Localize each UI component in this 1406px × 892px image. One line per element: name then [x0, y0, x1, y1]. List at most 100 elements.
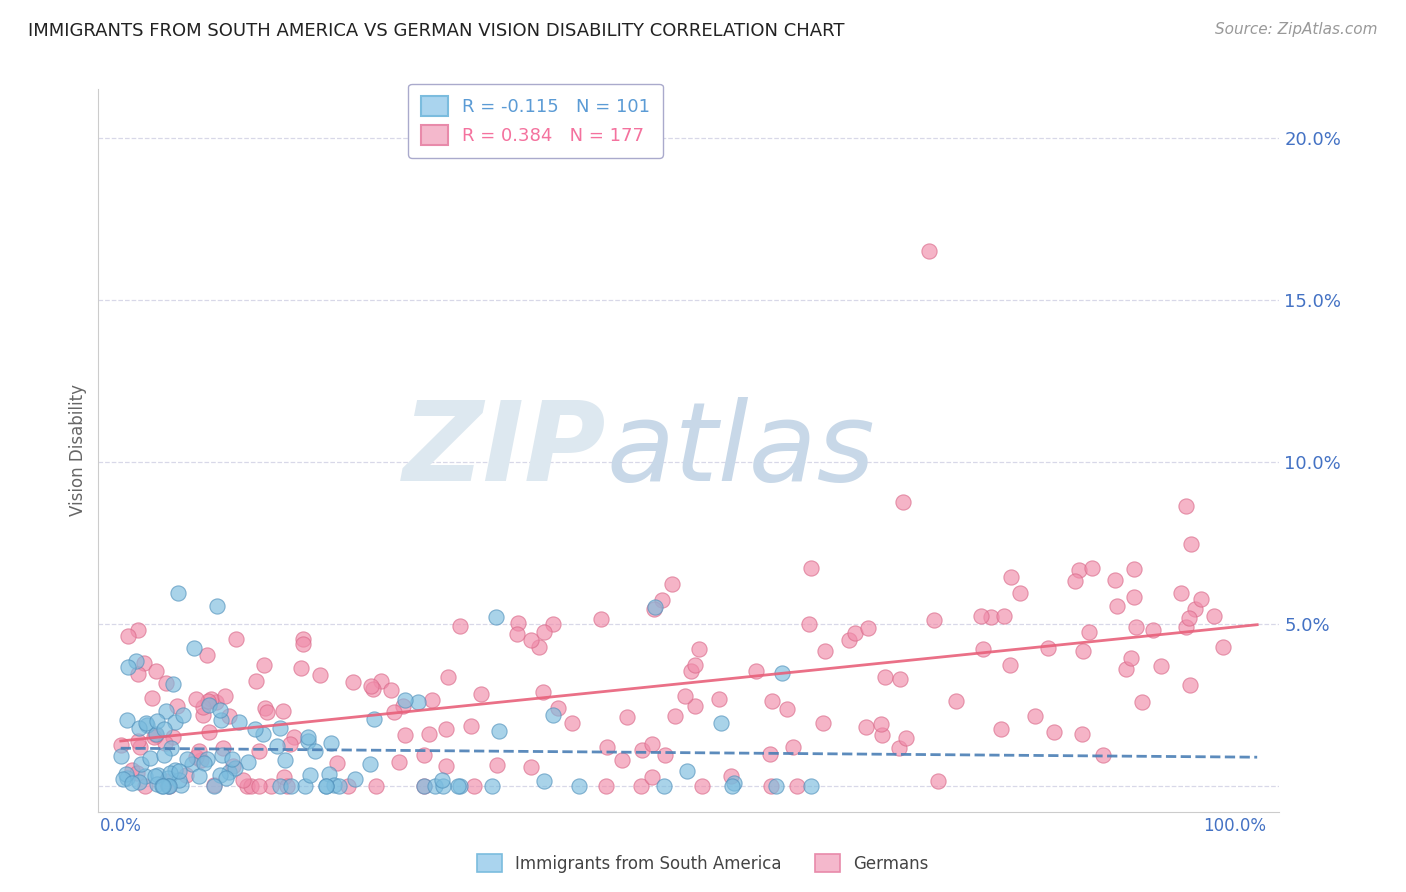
Point	[117, 660, 139, 674]
Point	[110, 739, 132, 753]
Point	[363, 713, 385, 727]
Point	[157, 779, 180, 793]
Point	[304, 744, 326, 758]
Point	[370, 674, 392, 689]
Point	[683, 698, 706, 713]
Point	[361, 682, 384, 697]
Point	[641, 737, 664, 751]
Point	[167, 586, 190, 600]
Point	[181, 757, 204, 772]
Point	[115, 713, 138, 727]
Point	[222, 759, 245, 773]
Point	[187, 744, 209, 758]
Point	[437, 670, 460, 684]
Point	[1212, 640, 1234, 654]
Point	[146, 776, 169, 790]
Point	[290, 661, 312, 675]
Point	[531, 684, 554, 698]
Point	[283, 731, 305, 745]
Point	[143, 730, 166, 744]
Point	[245, 674, 267, 689]
Point	[153, 736, 176, 750]
Point	[485, 757, 508, 772]
Point	[260, 779, 283, 793]
Point	[292, 632, 315, 646]
Point	[129, 740, 152, 755]
Point	[1080, 561, 1102, 575]
Point	[896, 731, 918, 745]
Point	[759, 779, 782, 793]
Point	[145, 728, 167, 742]
Point	[1121, 651, 1143, 665]
Point	[945, 694, 967, 708]
Point	[326, 756, 349, 771]
Point	[463, 779, 485, 793]
Point	[364, 779, 387, 793]
Point	[128, 721, 150, 735]
Point	[568, 779, 591, 793]
Point	[359, 757, 381, 772]
Point	[127, 666, 149, 681]
Point	[190, 753, 212, 767]
Point	[256, 705, 278, 719]
Point	[676, 764, 699, 778]
Point	[292, 637, 315, 651]
Point	[661, 577, 683, 591]
Text: ZIP: ZIP	[402, 397, 606, 504]
Point	[481, 779, 503, 793]
Point	[1122, 590, 1144, 604]
Point	[163, 763, 186, 777]
Point	[990, 722, 1012, 736]
Point	[520, 759, 543, 773]
Point	[1105, 599, 1128, 613]
Point	[115, 771, 138, 785]
Point	[198, 698, 221, 713]
Point	[139, 751, 162, 765]
Point	[654, 747, 676, 762]
Point	[218, 708, 240, 723]
Point	[1000, 570, 1022, 584]
Point	[215, 771, 238, 785]
Point	[1115, 662, 1137, 676]
Point	[596, 739, 619, 754]
Point	[561, 715, 583, 730]
Point	[236, 755, 259, 769]
Point	[759, 747, 782, 761]
Point	[323, 778, 346, 792]
Point	[205, 695, 228, 709]
Point	[811, 715, 834, 730]
Point	[146, 767, 169, 781]
Y-axis label: Vision Disability: Vision Disability	[69, 384, 87, 516]
Point	[543, 617, 565, 632]
Point	[800, 779, 823, 793]
Point	[993, 608, 1015, 623]
Point	[271, 705, 294, 719]
Point	[413, 748, 436, 763]
Point	[297, 734, 319, 748]
Point	[869, 717, 891, 731]
Point	[875, 670, 897, 684]
Point	[449, 619, 471, 633]
Point	[269, 721, 291, 735]
Point	[520, 633, 543, 648]
Point	[782, 739, 804, 754]
Point	[589, 612, 612, 626]
Point	[145, 664, 167, 678]
Point	[162, 731, 184, 745]
Point	[247, 744, 270, 758]
Point	[616, 709, 638, 723]
Point	[115, 766, 138, 780]
Point	[184, 691, 207, 706]
Point	[394, 693, 416, 707]
Point	[630, 779, 652, 793]
Point	[191, 708, 214, 723]
Point	[176, 752, 198, 766]
Point	[1184, 601, 1206, 615]
Point	[814, 644, 837, 658]
Point	[434, 723, 457, 737]
Point	[146, 714, 169, 729]
Point	[170, 777, 193, 791]
Point	[707, 691, 730, 706]
Point	[156, 772, 179, 786]
Point	[870, 728, 893, 742]
